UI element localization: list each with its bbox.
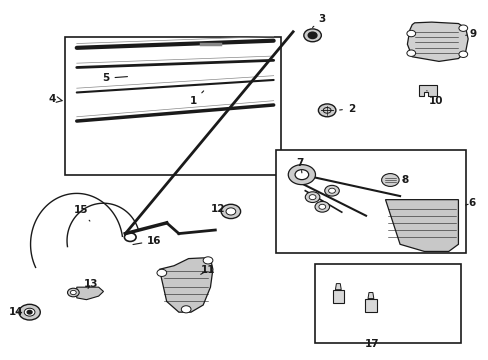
Circle shape <box>406 30 415 37</box>
Polygon shape <box>77 287 103 300</box>
Polygon shape <box>385 200 458 251</box>
Polygon shape <box>335 284 341 290</box>
Text: 13: 13 <box>84 279 99 289</box>
Circle shape <box>287 165 315 185</box>
Circle shape <box>314 202 329 212</box>
Text: 2: 2 <box>339 104 354 113</box>
Bar <box>276 150 465 253</box>
Circle shape <box>318 104 335 117</box>
Polygon shape <box>367 293 373 298</box>
Text: 12: 12 <box>210 203 224 213</box>
Circle shape <box>328 188 335 193</box>
Circle shape <box>305 192 319 203</box>
Text: 17: 17 <box>364 339 378 349</box>
Circle shape <box>308 195 315 200</box>
Text: 9: 9 <box>465 28 476 39</box>
Text: 15: 15 <box>73 205 90 221</box>
Polygon shape <box>418 85 436 96</box>
Circle shape <box>318 204 325 209</box>
Circle shape <box>294 170 308 180</box>
Circle shape <box>70 291 76 295</box>
Circle shape <box>181 306 191 313</box>
Text: 1: 1 <box>189 91 203 107</box>
FancyBboxPatch shape <box>365 298 376 312</box>
Polygon shape <box>407 22 467 62</box>
Text: 10: 10 <box>426 91 443 106</box>
Circle shape <box>458 51 467 58</box>
Circle shape <box>307 32 316 39</box>
Circle shape <box>324 185 339 196</box>
Circle shape <box>225 208 235 215</box>
Text: 4: 4 <box>49 94 56 104</box>
Circle shape <box>203 257 212 264</box>
Text: 5: 5 <box>102 73 127 83</box>
Bar <box>314 264 460 342</box>
Circle shape <box>24 308 35 316</box>
Polygon shape <box>159 258 212 312</box>
Circle shape <box>406 50 415 57</box>
Circle shape <box>221 204 240 219</box>
FancyBboxPatch shape <box>332 290 344 303</box>
Text: 3: 3 <box>312 14 325 27</box>
Text: 11: 11 <box>200 265 215 275</box>
Circle shape <box>303 29 321 42</box>
Circle shape <box>381 174 398 186</box>
Text: 16: 16 <box>133 236 162 246</box>
Bar <box>64 37 281 175</box>
Circle shape <box>157 269 166 276</box>
Text: 14: 14 <box>9 307 23 317</box>
Circle shape <box>67 288 79 297</box>
Text: 7: 7 <box>296 158 304 173</box>
Circle shape <box>19 304 40 320</box>
Text: 8: 8 <box>401 175 408 185</box>
Text: 6: 6 <box>468 198 475 208</box>
Circle shape <box>27 310 32 314</box>
Circle shape <box>458 25 467 31</box>
